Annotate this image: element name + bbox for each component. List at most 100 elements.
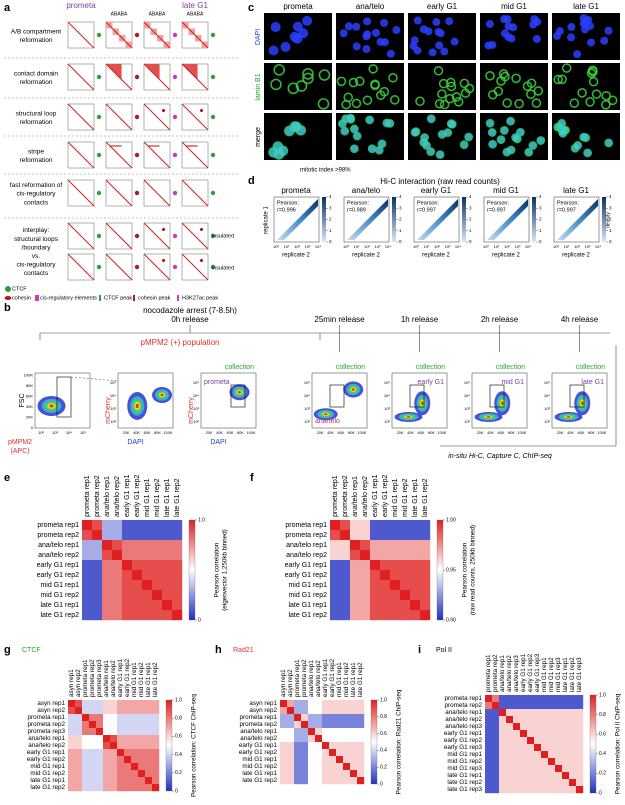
heatmap-cell bbox=[82, 590, 93, 601]
heatmap-cell bbox=[485, 702, 493, 710]
loop-dot bbox=[162, 259, 165, 262]
heatmap-cell bbox=[75, 763, 83, 771]
heatmap-cell bbox=[172, 550, 183, 561]
cell bbox=[573, 50, 582, 59]
x-tick-label: 10³ bbox=[445, 244, 451, 249]
heatmap-cell bbox=[280, 714, 288, 722]
heatmap-cell bbox=[172, 570, 183, 581]
cell bbox=[349, 144, 359, 154]
y-tick-label: 10³ bbox=[544, 406, 550, 411]
heatmap-cell bbox=[124, 777, 132, 785]
column-label: asyn rep2 bbox=[287, 669, 294, 697]
colorbar bbox=[392, 197, 396, 242]
heatmap-cell bbox=[82, 784, 90, 792]
x-tick-label: 20K bbox=[397, 431, 404, 435]
y-tick-label: 10³ bbox=[304, 406, 310, 411]
row-label: contacts bbox=[24, 270, 49, 277]
cell bbox=[268, 146, 280, 158]
heatmap-cell bbox=[315, 742, 323, 750]
heatmap-cell bbox=[294, 770, 302, 778]
heatmap-cell bbox=[485, 786, 493, 794]
plot-title: prometa bbox=[281, 186, 311, 195]
heatmap-cell bbox=[110, 770, 118, 778]
cell bbox=[536, 136, 546, 145]
heatmap-cell bbox=[152, 735, 160, 743]
heatmap-cell bbox=[370, 570, 381, 581]
heatmap-cell bbox=[294, 763, 302, 771]
cell bbox=[488, 40, 497, 49]
collection-label: collection bbox=[416, 364, 445, 371]
heatmap-cell bbox=[555, 730, 563, 738]
line bbox=[143, 253, 171, 281]
heatmap-cell bbox=[548, 779, 556, 787]
heatmap-cell bbox=[112, 600, 123, 611]
x-tick-label: 60K bbox=[338, 431, 345, 435]
heatmap-cell bbox=[82, 540, 93, 551]
heatmap-cell bbox=[420, 600, 431, 611]
column-label: late G1 rep3 bbox=[576, 657, 583, 692]
heatmap-cell bbox=[131, 707, 139, 715]
heatmap-cell bbox=[322, 721, 330, 729]
heatmap-cell bbox=[520, 744, 528, 752]
heatmap-cell bbox=[152, 714, 160, 722]
factor bbox=[172, 74, 178, 80]
cell bbox=[370, 80, 380, 91]
heatmap-cell bbox=[370, 590, 381, 601]
heatmap-cell bbox=[350, 714, 358, 722]
heatmap-cell bbox=[280, 770, 288, 778]
cell bbox=[422, 140, 431, 150]
heatmap-cell bbox=[329, 707, 337, 715]
heatmap-cell bbox=[492, 772, 500, 780]
colorbar-tick-label: 0.6 bbox=[175, 734, 182, 740]
cell bbox=[498, 69, 509, 79]
x-tick-label: 10⁰ bbox=[413, 244, 419, 249]
column-label: ana/telo rep2 bbox=[114, 476, 121, 517]
row-label: mid G1 rep2 bbox=[447, 758, 482, 765]
row-label: reformation bbox=[20, 119, 53, 126]
heatmap-cell bbox=[82, 560, 93, 571]
heatmap-cell bbox=[308, 707, 316, 715]
colorbar-tick-label: 1 bbox=[609, 228, 612, 233]
heatmap-cell bbox=[162, 520, 173, 531]
heatmap-cell bbox=[68, 728, 76, 736]
heatmap-cell bbox=[89, 749, 97, 757]
heatmap-cell bbox=[322, 714, 330, 722]
row-label: late G1 rep3 bbox=[447, 786, 482, 793]
cell bbox=[277, 145, 289, 157]
loop-dot bbox=[200, 109, 203, 112]
cell bbox=[443, 128, 453, 138]
colorbar-tick-label: 0.90 bbox=[446, 617, 456, 623]
plot-frame bbox=[273, 196, 320, 243]
heatmap-cell bbox=[569, 751, 577, 759]
heatmap-cell bbox=[569, 744, 577, 752]
heatmap-cell bbox=[162, 530, 173, 541]
heatmap-cell bbox=[343, 721, 351, 729]
heatmap-cell bbox=[400, 610, 411, 621]
heatmap-cell bbox=[350, 540, 361, 551]
heatmap-cell bbox=[102, 570, 113, 581]
cell bbox=[459, 140, 469, 150]
factor bbox=[134, 152, 140, 158]
heatmap-cell bbox=[152, 560, 163, 571]
colorbar-tick-label: 0.95 bbox=[446, 567, 456, 573]
heatmap-cell bbox=[336, 770, 344, 778]
x-tick-label: 10³ bbox=[375, 244, 381, 249]
heatmap-cell bbox=[124, 735, 132, 743]
heatmap-cell bbox=[513, 716, 521, 724]
heatmap-cell bbox=[102, 580, 113, 591]
x-tick-label: 40K bbox=[216, 431, 223, 435]
heatmap-cell bbox=[343, 714, 351, 722]
y-tick-label: 10³ bbox=[384, 406, 390, 411]
heatmap-cell bbox=[152, 770, 160, 778]
x-tick-label: 10³ bbox=[515, 244, 521, 249]
x-tick-label: 10³ bbox=[52, 430, 58, 435]
heatmap-cell bbox=[145, 714, 153, 722]
heatmap-cell bbox=[400, 560, 411, 571]
column-label: mid G1 rep2 bbox=[138, 662, 145, 697]
flow-density bbox=[238, 391, 241, 394]
legend-text: CTCF peak bbox=[104, 295, 132, 301]
heatmap-cell bbox=[280, 735, 288, 743]
cell bbox=[604, 26, 613, 35]
cell bbox=[600, 36, 609, 45]
heatmap-cell bbox=[485, 779, 493, 787]
